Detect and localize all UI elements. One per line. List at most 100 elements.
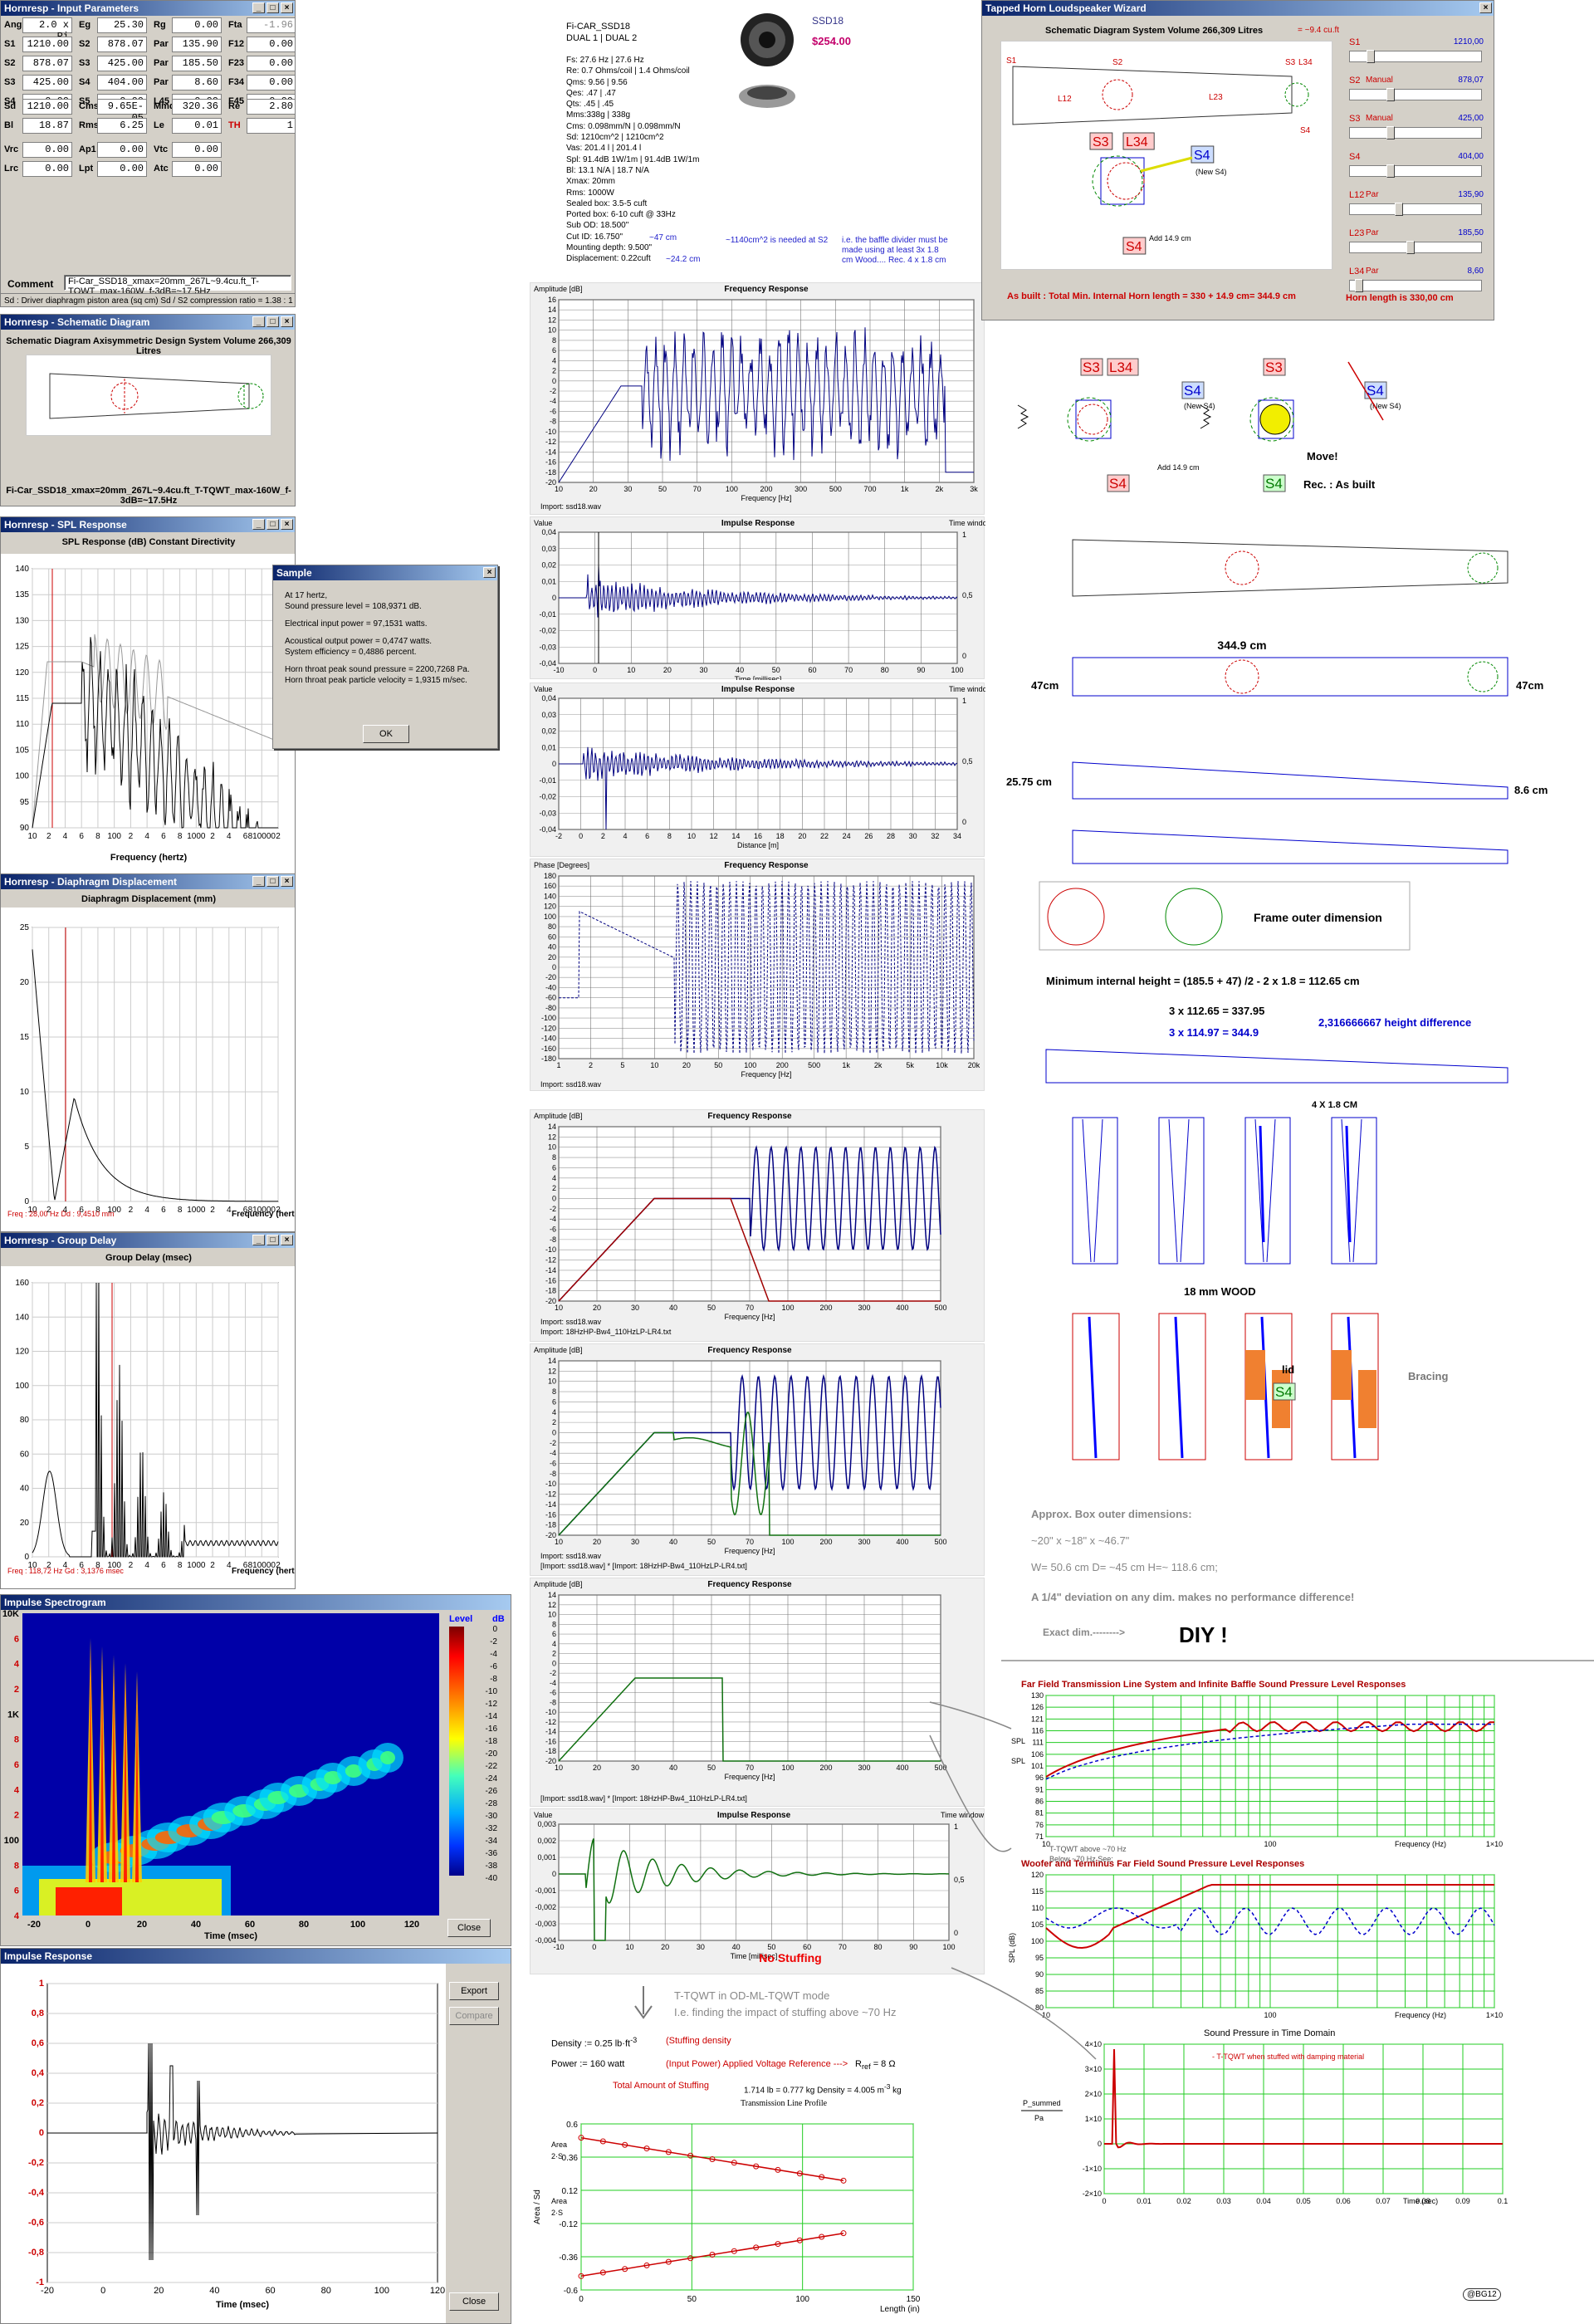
param-field[interactable]: 0.00 <box>22 142 72 158</box>
x-tick: 30 <box>631 1538 639 1546</box>
slider-thumb[interactable] <box>1386 126 1395 139</box>
profile-point <box>687 2255 694 2262</box>
x-tick: 30 <box>700 666 708 674</box>
close-button[interactable]: × <box>281 316 293 327</box>
legend-text: Import: ssd18.wav <box>540 502 602 511</box>
param-field[interactable]: -1.96 <box>247 17 295 33</box>
minimize-button[interactable]: _ <box>252 876 265 887</box>
x-tick: 1×10 <box>1486 1840 1503 1848</box>
chart-title: Impulse Response <box>721 685 795 694</box>
wizard-titlebar[interactable]: Tapped Horn Loudspeaker Wizard × <box>982 1 1494 16</box>
param-field[interactable]: 0.00 <box>172 142 222 158</box>
comment-field[interactable]: Fi-Car_SSD18_xmax=20mm_267L~9.4cu.ft_T-T… <box>64 275 291 296</box>
displacement-titlebar[interactable]: Hornresp - Diaphragm Displacement _ □ × <box>1 874 295 889</box>
sample-line: Electrical input power = 97,1531 watts. <box>285 619 428 629</box>
parameter-slider[interactable] <box>1349 164 1482 178</box>
y-tick: 0 <box>552 1194 556 1202</box>
param-field[interactable]: 0.00 <box>22 161 72 177</box>
spl-titlebar[interactable]: Hornresp - SPL Response _ □ × <box>1 517 295 532</box>
param-field[interactable]: 135.90 <box>172 37 222 52</box>
sample-titlebar[interactable]: Sample × <box>273 565 497 580</box>
minimize-button[interactable]: _ <box>252 519 265 530</box>
param-field[interactable]: 1210.00 <box>22 99 72 115</box>
y-tick: 126 <box>1031 1703 1044 1711</box>
param-field[interactable]: 0.00 <box>247 56 295 71</box>
spectrogram-titlebar[interactable]: Impulse Spectrogram <box>1 1595 511 1610</box>
y-tick: -0,04 <box>539 825 556 834</box>
slider-thumb[interactable] <box>1386 164 1395 178</box>
param-field[interactable]: 8.60 <box>172 75 222 91</box>
impulse-close-button[interactable]: Close <box>449 2292 499 2311</box>
param-field[interactable]: 1210.00 <box>22 37 72 52</box>
impulse-titlebar[interactable]: Impulse Response <box>1 1949 511 1964</box>
close-button[interactable]: × <box>1479 2 1492 13</box>
param-field[interactable]: 0.00 <box>247 75 295 91</box>
param-field[interactable]: 425.00 <box>97 56 147 71</box>
slider-thumb[interactable] <box>1406 241 1415 254</box>
status-bar: Sd : Driver diaphragm piston area (sq cm… <box>1 293 295 306</box>
y-tick: 14 <box>548 306 556 314</box>
param-field[interactable]: 6.25 <box>97 118 147 134</box>
close-button[interactable]: × <box>281 2 293 13</box>
maximize-button[interactable]: □ <box>266 316 279 327</box>
parameter-slider[interactable] <box>1349 203 1482 216</box>
param-field[interactable]: 2.80 <box>247 99 295 115</box>
param-field[interactable]: 878.07 <box>97 37 147 52</box>
maximize-button[interactable]: □ <box>266 519 279 530</box>
parameter-slider[interactable] <box>1349 50 1482 63</box>
param-field[interactable]: 425.00 <box>22 75 72 91</box>
param-field[interactable]: 25.30 <box>97 17 147 33</box>
param-field[interactable]: 878.07 <box>22 56 72 71</box>
side-profile-3 <box>1045 1049 1508 1084</box>
param-field[interactable]: 18.87 <box>22 118 72 134</box>
close-button[interactable]: × <box>281 1235 293 1245</box>
maximize-button[interactable]: □ <box>266 1235 279 1245</box>
schematic-titlebar[interactable]: Hornresp - Schematic Diagram _ □ × <box>1 315 295 330</box>
scale-tick: -14 <box>486 1712 498 1721</box>
param-field[interactable]: 2.0 x Pi <box>22 17 72 42</box>
maximize-button[interactable]: □ <box>266 2 279 13</box>
param-field[interactable]: 0.00 <box>247 37 295 52</box>
param-field[interactable]: 1 <box>247 118 295 134</box>
parameter-slider[interactable] <box>1349 241 1482 254</box>
maximize-button[interactable]: □ <box>266 876 279 887</box>
close-button[interactable]: × <box>281 876 293 887</box>
group-delay-titlebar[interactable]: Hornresp - Group Delay _ □ × <box>1 1233 295 1248</box>
param-field[interactable]: 0.00 <box>97 161 147 177</box>
x-tick: 400 <box>896 1304 908 1312</box>
slider-thumb[interactable] <box>1355 279 1363 292</box>
y-tick: 0,02 <box>541 561 556 570</box>
parameter-slider[interactable] <box>1349 88 1482 101</box>
input-parameters-titlebar[interactable]: Hornresp - Input Parameters _ □ × <box>1 1 295 16</box>
x-tick: 26 <box>864 832 873 840</box>
note-text: (New S4) <box>1370 402 1401 410</box>
close-button[interactable]: × <box>483 567 496 578</box>
minimize-button[interactable]: _ <box>252 316 265 327</box>
param-field[interactable]: 404.00 <box>97 75 147 91</box>
slider-mode: Manual <box>1366 114 1393 123</box>
minimize-button[interactable]: _ <box>252 1235 265 1245</box>
spectro-spike <box>124 1671 127 1882</box>
close-button[interactable]: × <box>281 519 293 530</box>
spectrogram-close-button[interactable]: Close <box>447 1919 491 1937</box>
param-field[interactable]: 0.00 <box>97 142 147 158</box>
param-field[interactable]: 185.50 <box>172 56 222 71</box>
param-field[interactable]: 0.01 <box>172 118 222 134</box>
chart-title: Far Field Transmission Line System and I… <box>1021 1680 1406 1690</box>
minimize-button[interactable]: _ <box>252 2 265 13</box>
x-tick: 100 <box>374 2286 389 2296</box>
param-field[interactable]: 0.00 <box>172 161 222 177</box>
param-field[interactable]: 0.00 <box>172 17 222 33</box>
export-button[interactable]: Export <box>449 1982 499 2000</box>
ok-button[interactable]: OK <box>363 725 409 743</box>
slider-thumb[interactable] <box>1367 50 1375 63</box>
parameter-slider[interactable] <box>1349 126 1482 139</box>
compare-button[interactable]: Compare <box>449 2007 499 2025</box>
param-field[interactable]: 320.36 <box>172 99 222 115</box>
slider-thumb[interactable] <box>1395 203 1403 216</box>
param-field[interactable]: 9.65E-05 <box>97 99 147 124</box>
y-tick: 85 <box>1035 1987 1044 1995</box>
slider-thumb[interactable] <box>1386 88 1395 101</box>
parameter-slider[interactable] <box>1349 279 1482 292</box>
y-tick: -20 <box>545 478 556 487</box>
